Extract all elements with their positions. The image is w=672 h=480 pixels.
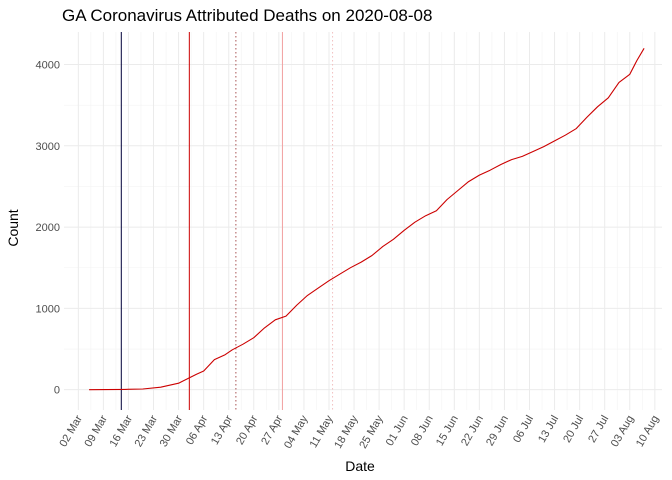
x-tick-label: 30 Mar: [158, 413, 186, 449]
y-tick-label: 2000: [36, 222, 60, 234]
x-tick-label: 09 Mar: [82, 413, 110, 449]
y-tick-label: 0: [54, 385, 60, 397]
gridlines: [64, 32, 662, 410]
y-axis-title: Count: [5, 209, 21, 246]
x-tick-label: 02 Mar: [57, 413, 85, 449]
chart-title: GA Coronavirus Attributed Deaths on 2020…: [62, 6, 433, 25]
x-tick-label: 10 Aug: [634, 414, 662, 450]
x-tick-label: 29 Jun: [484, 414, 511, 449]
x-tick-label: 20 Apr: [234, 413, 260, 447]
x-tick-label: 06 Apr: [184, 413, 210, 447]
x-tick-label: 08 Jun: [409, 414, 436, 449]
x-tick-label: 04 May: [282, 413, 311, 451]
x-tick-label: 27 Jul: [586, 414, 611, 445]
x-tick-label: 15 Jun: [434, 414, 461, 449]
deaths-series-line: [89, 48, 645, 391]
x-tick-label: 27 Apr: [259, 413, 285, 447]
x-tick-label: 16 Mar: [108, 413, 136, 449]
reference-lines: [120, 32, 334, 410]
x-tick-label: 06 Jul: [511, 414, 536, 445]
y-tick-label: 4000: [36, 60, 60, 72]
series-layer: [89, 48, 645, 391]
x-tick-label: 01 Jun: [384, 414, 411, 449]
x-axis-title: Date: [345, 458, 375, 474]
y-tick-label: 1000: [36, 303, 60, 315]
x-tick-label: 22 Jun: [459, 414, 486, 449]
x-tick-label: 13 Apr: [209, 413, 235, 447]
x-tick-label: 03 Aug: [609, 414, 637, 450]
x-tick-label: 23 Mar: [133, 413, 161, 449]
y-axis-ticks: 0 1000 2000 3000 4000: [36, 60, 60, 397]
y-tick-label: 3000: [36, 141, 60, 153]
x-tick-label: 13 Jul: [536, 414, 561, 445]
x-tick-label: 25 May: [357, 413, 386, 451]
x-tick-label: 20 Jul: [561, 414, 586, 445]
